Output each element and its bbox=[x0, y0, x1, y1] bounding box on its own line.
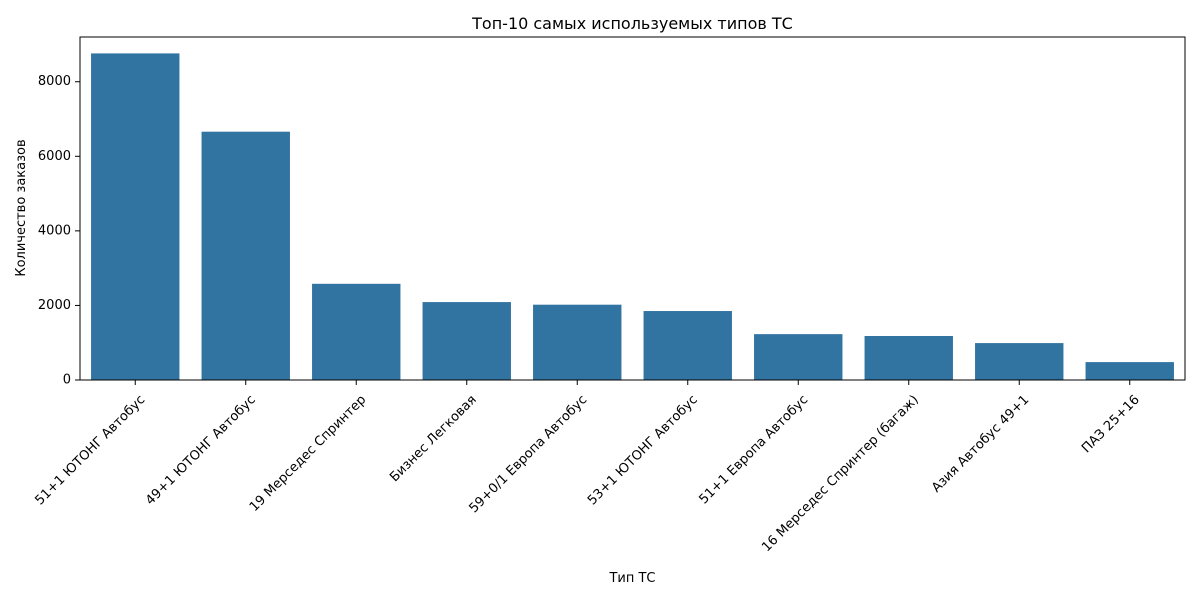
bar-9 bbox=[975, 343, 1064, 380]
x-tick-label-9: Азия Автобус 49+1 bbox=[929, 392, 1032, 495]
y-tick-label-4: 6000 bbox=[38, 149, 71, 164]
bar-2 bbox=[201, 131, 290, 380]
x-tick-label-5: 59+0/1 Европа Автобус bbox=[466, 392, 590, 516]
x-tick-label-1: 51+1 ЮТОНГ Автобус bbox=[32, 392, 148, 508]
y-tick-label-5: 8000 bbox=[38, 74, 71, 89]
y-axis-label: Количество заказов bbox=[14, 139, 29, 276]
y-tick-label-2: 2000 bbox=[38, 298, 71, 313]
y-axis: 0 2000 4000 6000 8000 bbox=[38, 74, 80, 388]
bar-5 bbox=[533, 304, 622, 380]
x-tick-label-7: 51+1 Европа Автобус bbox=[696, 392, 811, 507]
bar-6 bbox=[643, 311, 732, 380]
x-tick-label-4: Бизнес Легковая bbox=[387, 392, 480, 485]
x-axis-label: Тип ТС bbox=[608, 571, 655, 586]
bar-1 bbox=[91, 53, 180, 380]
bar-7 bbox=[754, 334, 843, 380]
bar-8 bbox=[864, 336, 953, 380]
y-tick-label-3: 4000 bbox=[38, 223, 71, 238]
y-tick-label-1: 0 bbox=[63, 373, 71, 388]
plot-frame bbox=[79, 36, 1186, 381]
bar-3 bbox=[312, 283, 401, 380]
bars-group bbox=[91, 53, 1174, 380]
x-tick-label-3: 19 Мерседес Спринтер bbox=[247, 392, 369, 514]
chart-title: Топ-10 самых используемых типов ТС bbox=[471, 14, 793, 33]
x-tick-label-10: ПАЗ 25+16 bbox=[1079, 392, 1143, 456]
bar-4 bbox=[422, 302, 511, 380]
x-tick-label-2: 49+1 ЮТОНГ Автобус bbox=[143, 392, 259, 508]
bar-10 bbox=[1085, 362, 1174, 380]
x-tick-label-6: 53+1 ЮТОНГ Автобус bbox=[585, 392, 701, 508]
